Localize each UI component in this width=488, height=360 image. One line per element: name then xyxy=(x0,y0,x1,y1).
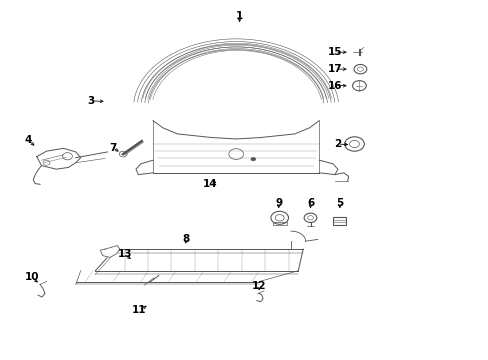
Circle shape xyxy=(119,151,127,157)
Polygon shape xyxy=(37,148,81,169)
Text: 11: 11 xyxy=(132,305,146,315)
Text: 17: 17 xyxy=(327,64,342,74)
Text: 13: 13 xyxy=(117,249,132,259)
Text: 7: 7 xyxy=(108,143,116,153)
Text: 16: 16 xyxy=(327,81,342,91)
Text: 2: 2 xyxy=(333,139,340,149)
Polygon shape xyxy=(100,246,120,257)
Text: 3: 3 xyxy=(87,96,94,106)
Text: 10: 10 xyxy=(24,272,39,282)
Circle shape xyxy=(250,157,255,161)
Text: 5: 5 xyxy=(336,198,343,208)
Text: 6: 6 xyxy=(306,198,313,208)
Text: 4: 4 xyxy=(24,135,32,145)
Text: 8: 8 xyxy=(182,234,189,244)
Bar xyxy=(272,222,286,225)
Text: 1: 1 xyxy=(236,11,243,21)
Text: 12: 12 xyxy=(251,281,266,291)
Text: 9: 9 xyxy=(275,198,282,208)
Text: 15: 15 xyxy=(327,47,342,57)
Text: 14: 14 xyxy=(203,179,217,189)
Bar xyxy=(333,217,346,225)
